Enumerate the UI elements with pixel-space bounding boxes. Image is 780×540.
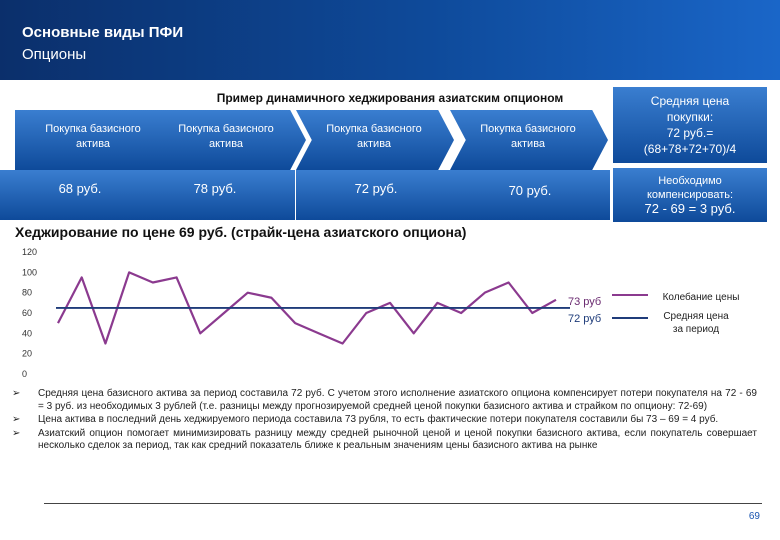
price-box-3: 72 руб. — [296, 170, 456, 220]
price-box-4: 70 руб. — [450, 170, 610, 220]
hedge-title: Хеджирование по цене 69 руб. (страйк-цен… — [15, 224, 467, 240]
y-tick-label: 100 — [22, 267, 37, 277]
bullet-3: ➢ Азиатский опцион помогает минимизироват… — [12, 428, 757, 453]
comp-line-2: компенсировать: — [646, 189, 734, 201]
avg-line-2: покупки: — [666, 110, 714, 124]
avg-price-label: 72 руб — [568, 313, 602, 325]
arrow-bullet-icon: ➢ — [12, 414, 21, 425]
purchase-arrow-4: Покупка базисного актива — [450, 110, 608, 170]
compensation-box: Необходимо компенсировать: 72 - 69 = 3 р… — [613, 168, 767, 222]
purchase-arrow-3: Покупка базисного актива — [296, 110, 454, 170]
bullet-text-2: Цена актива в последний день хеджируемог… — [38, 414, 719, 425]
y-tick-label: 60 — [22, 308, 32, 318]
arrow-bullet-icon: ➢ — [12, 388, 21, 399]
price-box-1: 68 руб. — [0, 170, 160, 220]
y-tick-label: 20 — [22, 349, 32, 359]
legend-avg-line1: Средняя цена — [663, 311, 729, 322]
price-series-line — [57, 271, 557, 345]
avg-line-3: 72 руб.= — [666, 126, 714, 140]
bullet-2: ➢ Цена актива в последний день хеджируемо… — [12, 414, 757, 427]
y-tick-label: 120 — [22, 247, 37, 257]
purchase-label-1: Покупка базисного актива — [45, 123, 141, 150]
footer-divider — [44, 503, 762, 504]
purchase-label-3: Покупка базисного актива — [326, 123, 422, 150]
bullet-1: ➢ Средняя цена базисного актива за период… — [12, 388, 757, 413]
legend-avg: Средняя цена за период — [656, 310, 736, 336]
price-box-2: 78 руб. — [135, 170, 295, 220]
y-tick-label: 40 — [22, 328, 32, 338]
purchase-arrow-2: Покупка базисного актива — [148, 110, 306, 170]
last-price-label: 73 руб — [568, 296, 602, 308]
header-banner: Основные виды ПФИ Опционы — [0, 0, 780, 80]
slide-title: Основные виды ПФИ — [22, 24, 184, 41]
bullet-text-3: Азиатский опцион помогает минимизировать… — [38, 427, 757, 452]
avg-line-4: (68+78+72+70)/4 — [643, 142, 737, 156]
bullet-list: ➢ Средняя цена базисного актива за период… — [12, 388, 757, 454]
comp-line-1: Необходимо — [658, 175, 722, 187]
bullet-text-1: Средняя цена базисного актива за период … — [38, 388, 757, 412]
avg-line-1: Средняя цена — [650, 94, 730, 108]
purchase-label-4: Покупка базисного актива — [480, 123, 576, 150]
example-title: Пример динамичного хеджирования азиатски… — [216, 91, 564, 105]
price-chart: 120 100 80 60 40 20 0 — [22, 247, 648, 379]
page-number: 69 — [748, 511, 760, 522]
comp-line-3: 72 - 69 = 3 руб. — [644, 201, 736, 216]
y-tick-label: 0 — [22, 369, 27, 379]
arrow-bullet-icon: ➢ — [12, 427, 21, 439]
purchase-label-2: Покупка базисного актива — [178, 123, 274, 150]
slide-subtitle: Опционы — [22, 46, 87, 63]
legend-avg-line2: за период — [672, 324, 720, 335]
avg-purchase-box: Средняя цена покупки: 72 руб.= (68+78+72… — [613, 87, 767, 163]
purchase-arrow-1: Покупка базисного актива — [15, 110, 173, 170]
y-tick-label: 80 — [22, 288, 32, 298]
legend-price-fluct: Колебание цены — [662, 292, 740, 303]
